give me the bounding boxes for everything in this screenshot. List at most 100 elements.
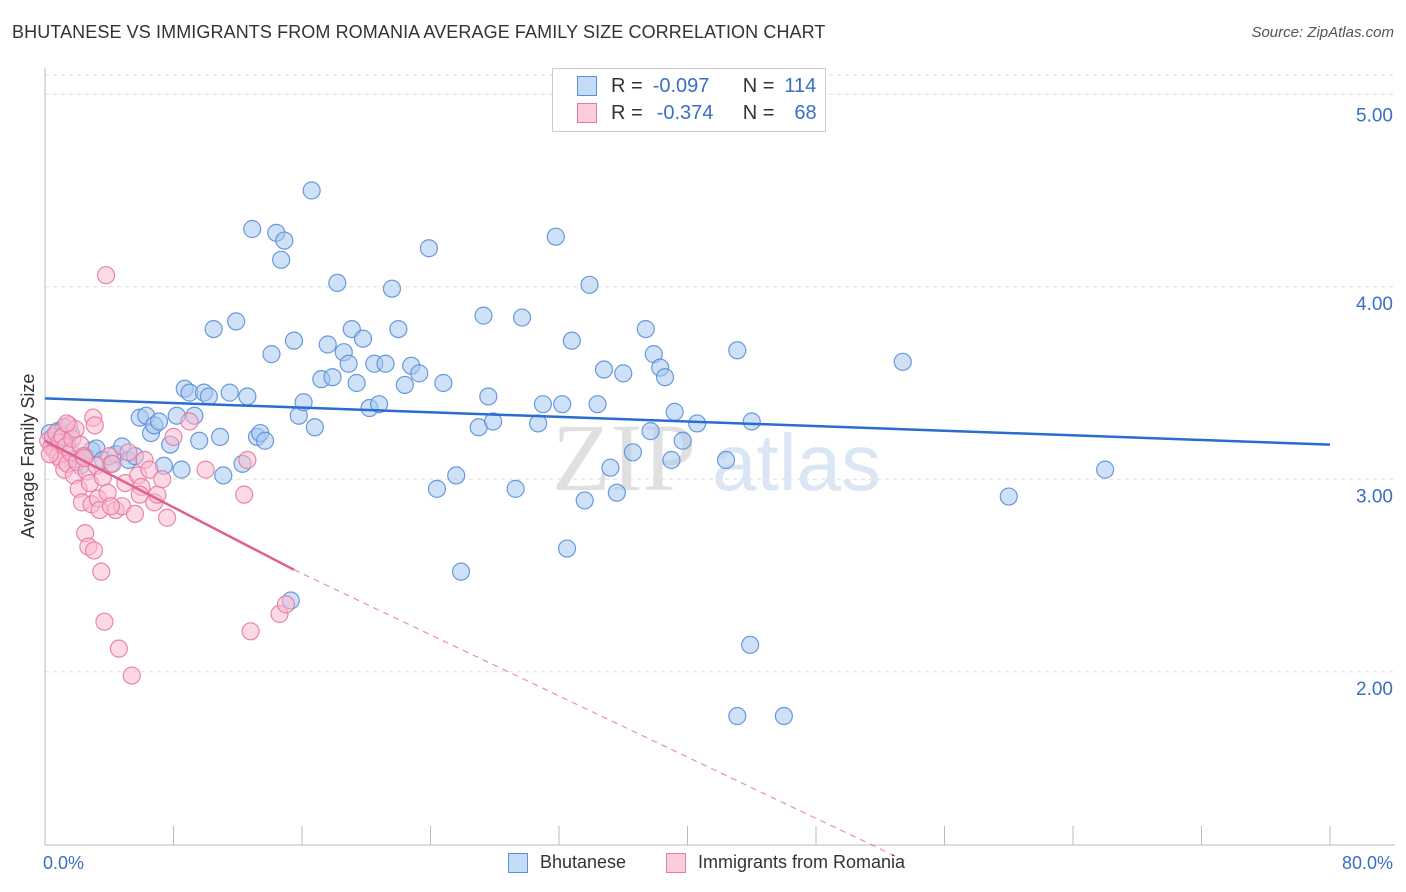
x-tick-label-max: 80.0% [1342, 853, 1393, 873]
bhutanese-point [580, 275, 599, 294]
bhutanese-point [999, 487, 1018, 506]
romania-point [157, 508, 177, 527]
bhutanese-point [199, 387, 218, 406]
romania-point [92, 562, 111, 581]
romania-point [196, 460, 215, 479]
bhutanese-point [220, 383, 239, 402]
bhutanese-point [512, 308, 532, 327]
bhutanese-point [506, 479, 525, 498]
bhutanese-point [419, 239, 438, 258]
n-value: 68 [794, 101, 817, 124]
romania-point [109, 639, 128, 658]
bhutanese-point [607, 483, 626, 502]
romania-point [101, 497, 120, 516]
y-axis-label: Average Family Size [18, 374, 38, 539]
grid-lines [45, 74, 1395, 673]
bhutanese-point [484, 412, 503, 431]
bhutanese-point [149, 412, 169, 431]
bhutanese-point [742, 412, 761, 431]
bhutanese-point [427, 479, 447, 498]
bhutanese-point [774, 706, 793, 726]
bhutanese-point [546, 227, 565, 246]
n-label: N = [742, 101, 775, 124]
romania-trend-line [44, 439, 295, 571]
bhutanese-point [575, 491, 594, 510]
watermark-atlas: atlas [712, 418, 881, 507]
bhutanese-point [262, 345, 281, 364]
y-tick-label: 4.00 [1356, 294, 1393, 315]
n-label: N = [742, 74, 775, 97]
romania-point [57, 414, 76, 433]
romania-trend-extension [293, 569, 905, 861]
romania-point [276, 595, 296, 614]
romania-point [85, 416, 104, 435]
bhutanese-point [662, 450, 681, 470]
bhutanese-point [190, 431, 209, 450]
romania-point [153, 470, 172, 489]
r-label: R = [611, 74, 643, 97]
blue-swatch-icon [508, 852, 528, 873]
watermark: ZIP atlas [552, 404, 881, 511]
bhutanese-point [665, 402, 684, 421]
romania-point [119, 443, 138, 462]
bhutanese-point [353, 329, 373, 348]
bhutanese-point [243, 219, 262, 239]
bhutanese-point [227, 312, 246, 331]
blue-swatch-icon [577, 76, 597, 96]
bhutanese-point [741, 635, 760, 654]
axes [44, 68, 1395, 846]
bhutanese-point [479, 387, 498, 406]
bhutanese-point [688, 414, 707, 433]
bhutanese-point [204, 320, 223, 339]
legend-row-romania: R = -0.374 N = 68 [577, 100, 817, 126]
bhutanese-point [323, 368, 342, 387]
bhutanese-trend-line [44, 397, 1331, 446]
romania-point [40, 445, 59, 464]
legend-item-bhutanese: Bhutanese [508, 852, 626, 873]
y-tick-label: 3.00 [1356, 486, 1393, 507]
bhutanese-point [474, 306, 493, 325]
romania-point [140, 460, 159, 479]
romania-point [103, 454, 122, 473]
bhutanese-point [728, 706, 747, 726]
bhutanese-point [641, 422, 660, 441]
bhutanese-point [347, 373, 366, 393]
bhutanese-point [318, 335, 337, 354]
stats-legend: R = -0.097 N = 114 R = -0.374 N = 68 [552, 68, 826, 132]
bhutanese-point [284, 331, 304, 350]
romania-point [125, 504, 145, 524]
pink-swatch-icon [577, 103, 597, 123]
romania-point [238, 450, 257, 470]
bhutanese-point [655, 368, 675, 387]
legend-item-romania: Immigrants from Romania [666, 852, 905, 873]
bhutanese-point [451, 562, 471, 581]
romania-point [241, 622, 260, 641]
bhutanese-point [1096, 460, 1115, 479]
bhutanese-point [395, 375, 414, 395]
pink-swatch-icon [666, 852, 686, 873]
romania-point [180, 412, 199, 431]
bhutanese-point [382, 279, 402, 298]
bhutanese-point [376, 354, 395, 373]
romania-point [84, 541, 104, 560]
bhutanese-point [434, 373, 453, 393]
bhutanese-point [302, 181, 321, 200]
chart-title: BHUTANESE VS IMMIGRANTS FROM ROMANIA AVE… [12, 22, 826, 42]
romania-point [122, 666, 141, 685]
bhutanese-point [614, 364, 633, 383]
bhutanese-point [553, 395, 572, 414]
n-value: 114 [784, 74, 817, 97]
bhutanese-point [389, 320, 408, 339]
bhutanese-point [588, 395, 607, 414]
bhutanese-point [255, 431, 275, 450]
bhutanese-point [172, 460, 191, 479]
source-note: Source: ZipAtlas.com [1251, 24, 1394, 41]
bhutanese-point [893, 352, 912, 371]
bhutanese-point [370, 395, 389, 414]
r-value: -0.097 [652, 74, 710, 97]
legend-label: Immigrants from Romania [698, 852, 906, 872]
bhutanese-point [562, 331, 581, 350]
bhutanese-point [410, 364, 429, 383]
x-tick-label-min: 0.0% [43, 853, 84, 873]
